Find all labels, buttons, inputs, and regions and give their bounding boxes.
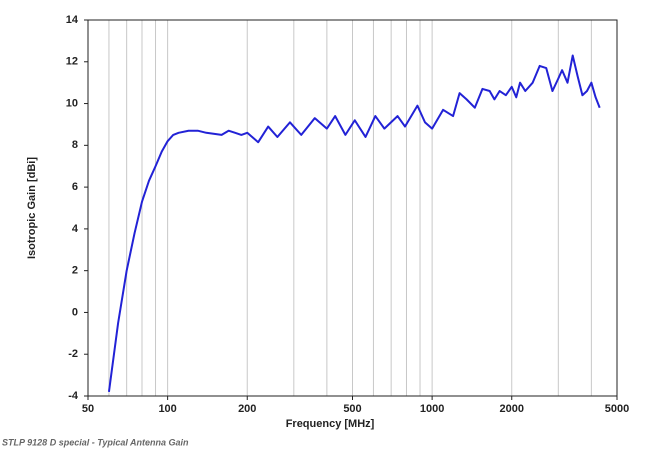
y-tick-label: 2 (72, 265, 78, 277)
x-axis-label: Frequency [MHz] (286, 418, 375, 430)
y-tick-label: 0 (72, 306, 78, 318)
y-tick-label: 10 (66, 97, 78, 109)
x-tick-label: 500 (343, 403, 361, 415)
data-line (107, 54, 601, 392)
y-tick-label: 14 (66, 14, 79, 26)
x-tick-label: 5000 (605, 403, 629, 415)
y-axis-label: Isotropic Gain [dBi] (26, 157, 38, 259)
y-tick-label: 4 (72, 223, 79, 235)
x-tick-label: 50 (82, 403, 94, 415)
x-tick-label: 100 (158, 403, 176, 415)
x-tick-label: 200 (238, 403, 256, 415)
y-tick-label: -2 (68, 348, 78, 360)
y-tick-label: 8 (72, 139, 78, 151)
caption: STLP 9128 D special - Typical Antenna Ga… (2, 437, 189, 447)
y-tick-label: -4 (68, 390, 79, 402)
y-tick-label: 6 (72, 181, 78, 193)
x-tick-label: 1000 (420, 403, 444, 415)
x-tick-label: 2000 (500, 403, 524, 415)
y-tick-label: 12 (66, 56, 78, 68)
